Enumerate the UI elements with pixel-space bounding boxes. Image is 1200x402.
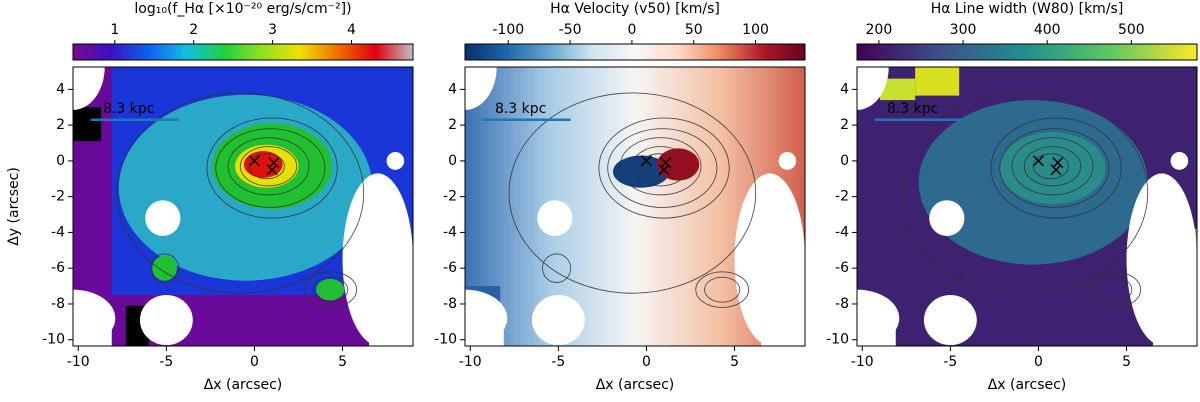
x-tick-label: -10	[851, 354, 874, 370]
masked-region	[369, 268, 413, 347]
y-tick-label: -4	[51, 224, 65, 240]
map-image: 8.3 kpc	[412, 24, 805, 347]
map-image: 8.3 kpc	[804, 24, 1197, 347]
y-tick-label: 0	[840, 153, 849, 169]
x-tick-label: 0	[250, 354, 259, 370]
y-tick-label: -6	[443, 260, 457, 276]
x-tick-label: 0	[642, 354, 651, 370]
x-tick-label: -5	[159, 354, 173, 370]
colorbar-tick-label: 400	[1034, 22, 1061, 38]
colorbar-tick-label: 4	[347, 22, 356, 38]
x-tick-label: -5	[943, 354, 957, 370]
colorbar-tick-label: 2	[189, 22, 198, 38]
scalebar-label: 8.3 kpc	[495, 101, 546, 117]
scalebar-label: 8.3 kpc	[887, 101, 938, 117]
map-region	[915, 67, 959, 96]
colorbar-tick-label: 0	[627, 22, 636, 38]
y-tick-label: 4	[840, 81, 849, 97]
masked-region	[73, 316, 112, 346]
x-tick-label: 5	[730, 354, 739, 370]
x-tick-label: 0	[1034, 354, 1043, 370]
scalebar-label: 8.3 kpc	[103, 101, 154, 117]
colorbar-tick-label: -100	[492, 22, 524, 38]
colorbar-label: Hα Velocity (v50) [km/s]	[550, 1, 720, 17]
y-tick-label: -8	[51, 296, 65, 312]
colorbar-tick-label: 50	[685, 22, 703, 38]
colorbar-tick-label: 300	[950, 22, 977, 38]
y-tick-label: -2	[51, 189, 65, 205]
x-tick-label: -5	[551, 354, 565, 370]
x-tick-label: 5	[338, 354, 347, 370]
y-tick-label: -6	[835, 260, 849, 276]
x-tick-label: 5	[1122, 354, 1131, 370]
colorbar-label: Hα Line width (W80) [km/s]	[931, 1, 1124, 17]
y-tick-label: -2	[443, 189, 457, 205]
colorbar-label: log₁₀(f_Hα [×10⁻²⁰ erg/s/cm⁻²])	[134, 1, 351, 17]
colorbar-tick-label: 1	[110, 22, 119, 38]
colorbar	[857, 44, 1197, 60]
colorbar-tick-label: -50	[559, 22, 582, 38]
masked-region	[929, 200, 964, 236]
colorbar-tick-label: 500	[1118, 22, 1145, 38]
map-region	[316, 279, 344, 300]
y-tick-label: -10	[826, 332, 849, 348]
masked-region	[779, 152, 797, 170]
map-region	[73, 107, 101, 141]
y-tick-label: -10	[434, 332, 457, 348]
masked-region	[761, 268, 805, 347]
y-tick-label: -8	[835, 296, 849, 312]
y-tick-label: 0	[448, 153, 457, 169]
y-tick-label: -2	[835, 189, 849, 205]
x-tick-label: -10	[459, 354, 482, 370]
colorbar-tick-label: 200	[866, 22, 893, 38]
y-axis-label: Δy (arcsec)	[6, 167, 22, 246]
masked-region	[465, 316, 504, 346]
y-tick-label: -8	[443, 296, 457, 312]
colorbar	[465, 44, 805, 60]
y-tick-label: -6	[51, 260, 65, 276]
y-tick-label: 4	[56, 81, 65, 97]
masked-region	[924, 295, 977, 345]
y-tick-label: -4	[443, 224, 457, 240]
masked-region	[145, 200, 180, 236]
y-tick-label: 4	[448, 81, 457, 97]
masked-region	[532, 295, 585, 345]
masked-region	[537, 200, 572, 236]
masked-region	[857, 316, 896, 346]
masked-region	[1153, 268, 1197, 347]
map-region	[1000, 132, 1106, 204]
colorbar-tick-label: 100	[742, 22, 769, 38]
x-axis-label: Δx (arcsec)	[596, 377, 675, 393]
y-tick-label: -4	[835, 224, 849, 240]
x-axis-label: Δx (arcsec)	[204, 377, 283, 393]
colorbar-tick-label: 3	[268, 22, 277, 38]
masked-region	[140, 295, 193, 345]
y-tick-label: 2	[840, 117, 849, 133]
y-tick-label: 2	[56, 117, 65, 133]
masked-region	[1171, 152, 1189, 170]
masked-region	[387, 152, 405, 170]
x-tick-label: -10	[67, 354, 90, 370]
y-tick-label: -10	[42, 332, 65, 348]
y-tick-label: 0	[56, 153, 65, 169]
map-image: 8.3 kpc	[20, 24, 413, 347]
x-axis-label: Δx (arcsec)	[988, 377, 1067, 393]
colorbar	[73, 44, 413, 60]
y-tick-label: 2	[448, 117, 457, 133]
